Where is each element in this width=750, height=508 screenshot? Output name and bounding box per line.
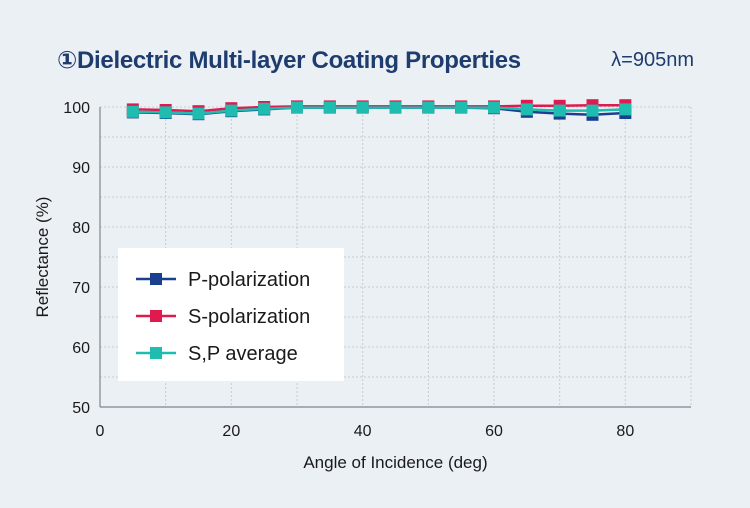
data-point xyxy=(126,105,139,118)
legend-item: P-polarization xyxy=(136,269,310,291)
data-point xyxy=(159,106,172,119)
x-tick-label: 0 xyxy=(96,423,105,440)
data-point xyxy=(520,103,533,116)
y-axis-label: Reflectance (%) xyxy=(33,197,52,318)
legend-marker xyxy=(150,310,162,322)
data-point xyxy=(323,101,336,114)
y-tick-label: 100 xyxy=(63,100,90,117)
legend-label: P-polarization xyxy=(188,269,310,291)
y-tick-label: 50 xyxy=(72,400,90,417)
chart-title: ①Dielectric Multi-layer Coating Properti… xyxy=(57,47,521,74)
y-tick-label: 80 xyxy=(72,220,90,237)
data-point xyxy=(389,101,402,114)
series-layer xyxy=(126,99,632,121)
legend-item: S-polarization xyxy=(136,306,310,328)
data-point xyxy=(291,101,303,114)
data-point xyxy=(192,107,205,120)
y-tick-label: 60 xyxy=(72,340,90,357)
x-tick-label: 60 xyxy=(485,423,503,440)
legend-label: S-polarization xyxy=(188,306,310,328)
x-tick-label: 20 xyxy=(222,423,240,440)
data-point xyxy=(619,103,632,116)
legend-marker xyxy=(150,347,162,359)
data-point xyxy=(356,101,369,114)
series-s-p-average xyxy=(126,101,632,120)
x-tick-label: 80 xyxy=(616,423,634,440)
axes xyxy=(99,107,692,408)
legend-label: S,P average xyxy=(188,343,298,365)
data-point xyxy=(488,101,500,114)
series-line xyxy=(132,106,626,115)
data-point xyxy=(422,101,435,114)
data-point xyxy=(225,104,238,117)
x-tick-label: 40 xyxy=(354,423,372,440)
data-point xyxy=(586,104,599,117)
y-tick-label: 90 xyxy=(72,160,90,177)
x-axis-label: Angle of Incidence (deg) xyxy=(303,453,487,472)
data-point xyxy=(455,101,468,114)
tick-labels: 0 20 40 60 80 50 60 70 80 90 100 xyxy=(63,100,634,440)
data-point xyxy=(258,102,271,115)
y-tick-label: 70 xyxy=(72,280,90,297)
data-point xyxy=(553,104,566,117)
legend-marker xyxy=(150,273,162,285)
wavelength-label: λ=905nm xyxy=(611,49,694,71)
legend-item: S,P average xyxy=(136,343,298,365)
legend: P-polarization S-polarization S,P average xyxy=(118,248,344,381)
